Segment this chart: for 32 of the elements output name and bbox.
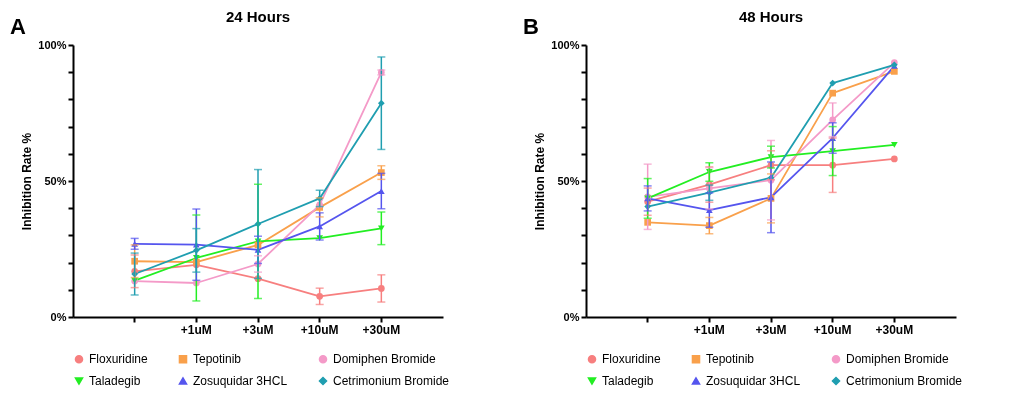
- legend-label: Taladegib: [89, 374, 141, 388]
- y-tick-label: 100%: [38, 38, 67, 51]
- legend-label: Tepotinib: [706, 352, 755, 367]
- x-tick-label: +1uM: [180, 322, 212, 337]
- text: A: [10, 14, 26, 40]
- chart-title: 48 Hours: [738, 8, 804, 25]
- legend-label: Zosuquidar 3HCL: [706, 374, 801, 388]
- x-tick-label: +10uM: [300, 322, 339, 337]
- legend-label: Tepotinib: [193, 352, 242, 367]
- x-tick-label: +10uM: [813, 322, 852, 337]
- y-tick-label: 100%: [551, 38, 580, 51]
- legend-label: Cetrimonium Bromide: [846, 374, 963, 388]
- y-axis-title: Inhibition Rate %: [20, 132, 35, 231]
- legend-label: Cetrimonium Bromide: [333, 374, 450, 388]
- y-axis-title: Inhibition Rate %: [533, 132, 548, 231]
- x-tick-label: +30uM: [875, 322, 914, 337]
- x-tick-label: +1uM: [693, 322, 725, 337]
- y-tick-label: 50%: [44, 174, 67, 187]
- x-tick-label: +3uM: [242, 322, 274, 337]
- legend-label: Floxuridine: [89, 352, 149, 367]
- legend-label: Domiphen Bromide: [333, 352, 437, 367]
- y-tick-label: 0%: [563, 310, 580, 323]
- legend-label: Floxuridine: [602, 352, 662, 367]
- legend-label: Domiphen Bromide: [846, 352, 950, 367]
- y-tick-label: 50%: [557, 174, 580, 187]
- y-tick-label: 0%: [50, 310, 67, 323]
- text: B: [523, 14, 539, 40]
- legend-label: Taladegib: [602, 374, 654, 388]
- x-tick-label: +3uM: [755, 322, 787, 337]
- chart-title: 24 Hours: [225, 8, 291, 25]
- x-tick-label: +30uM: [362, 322, 401, 337]
- legend-label: Zosuquidar 3HCL: [193, 374, 288, 388]
